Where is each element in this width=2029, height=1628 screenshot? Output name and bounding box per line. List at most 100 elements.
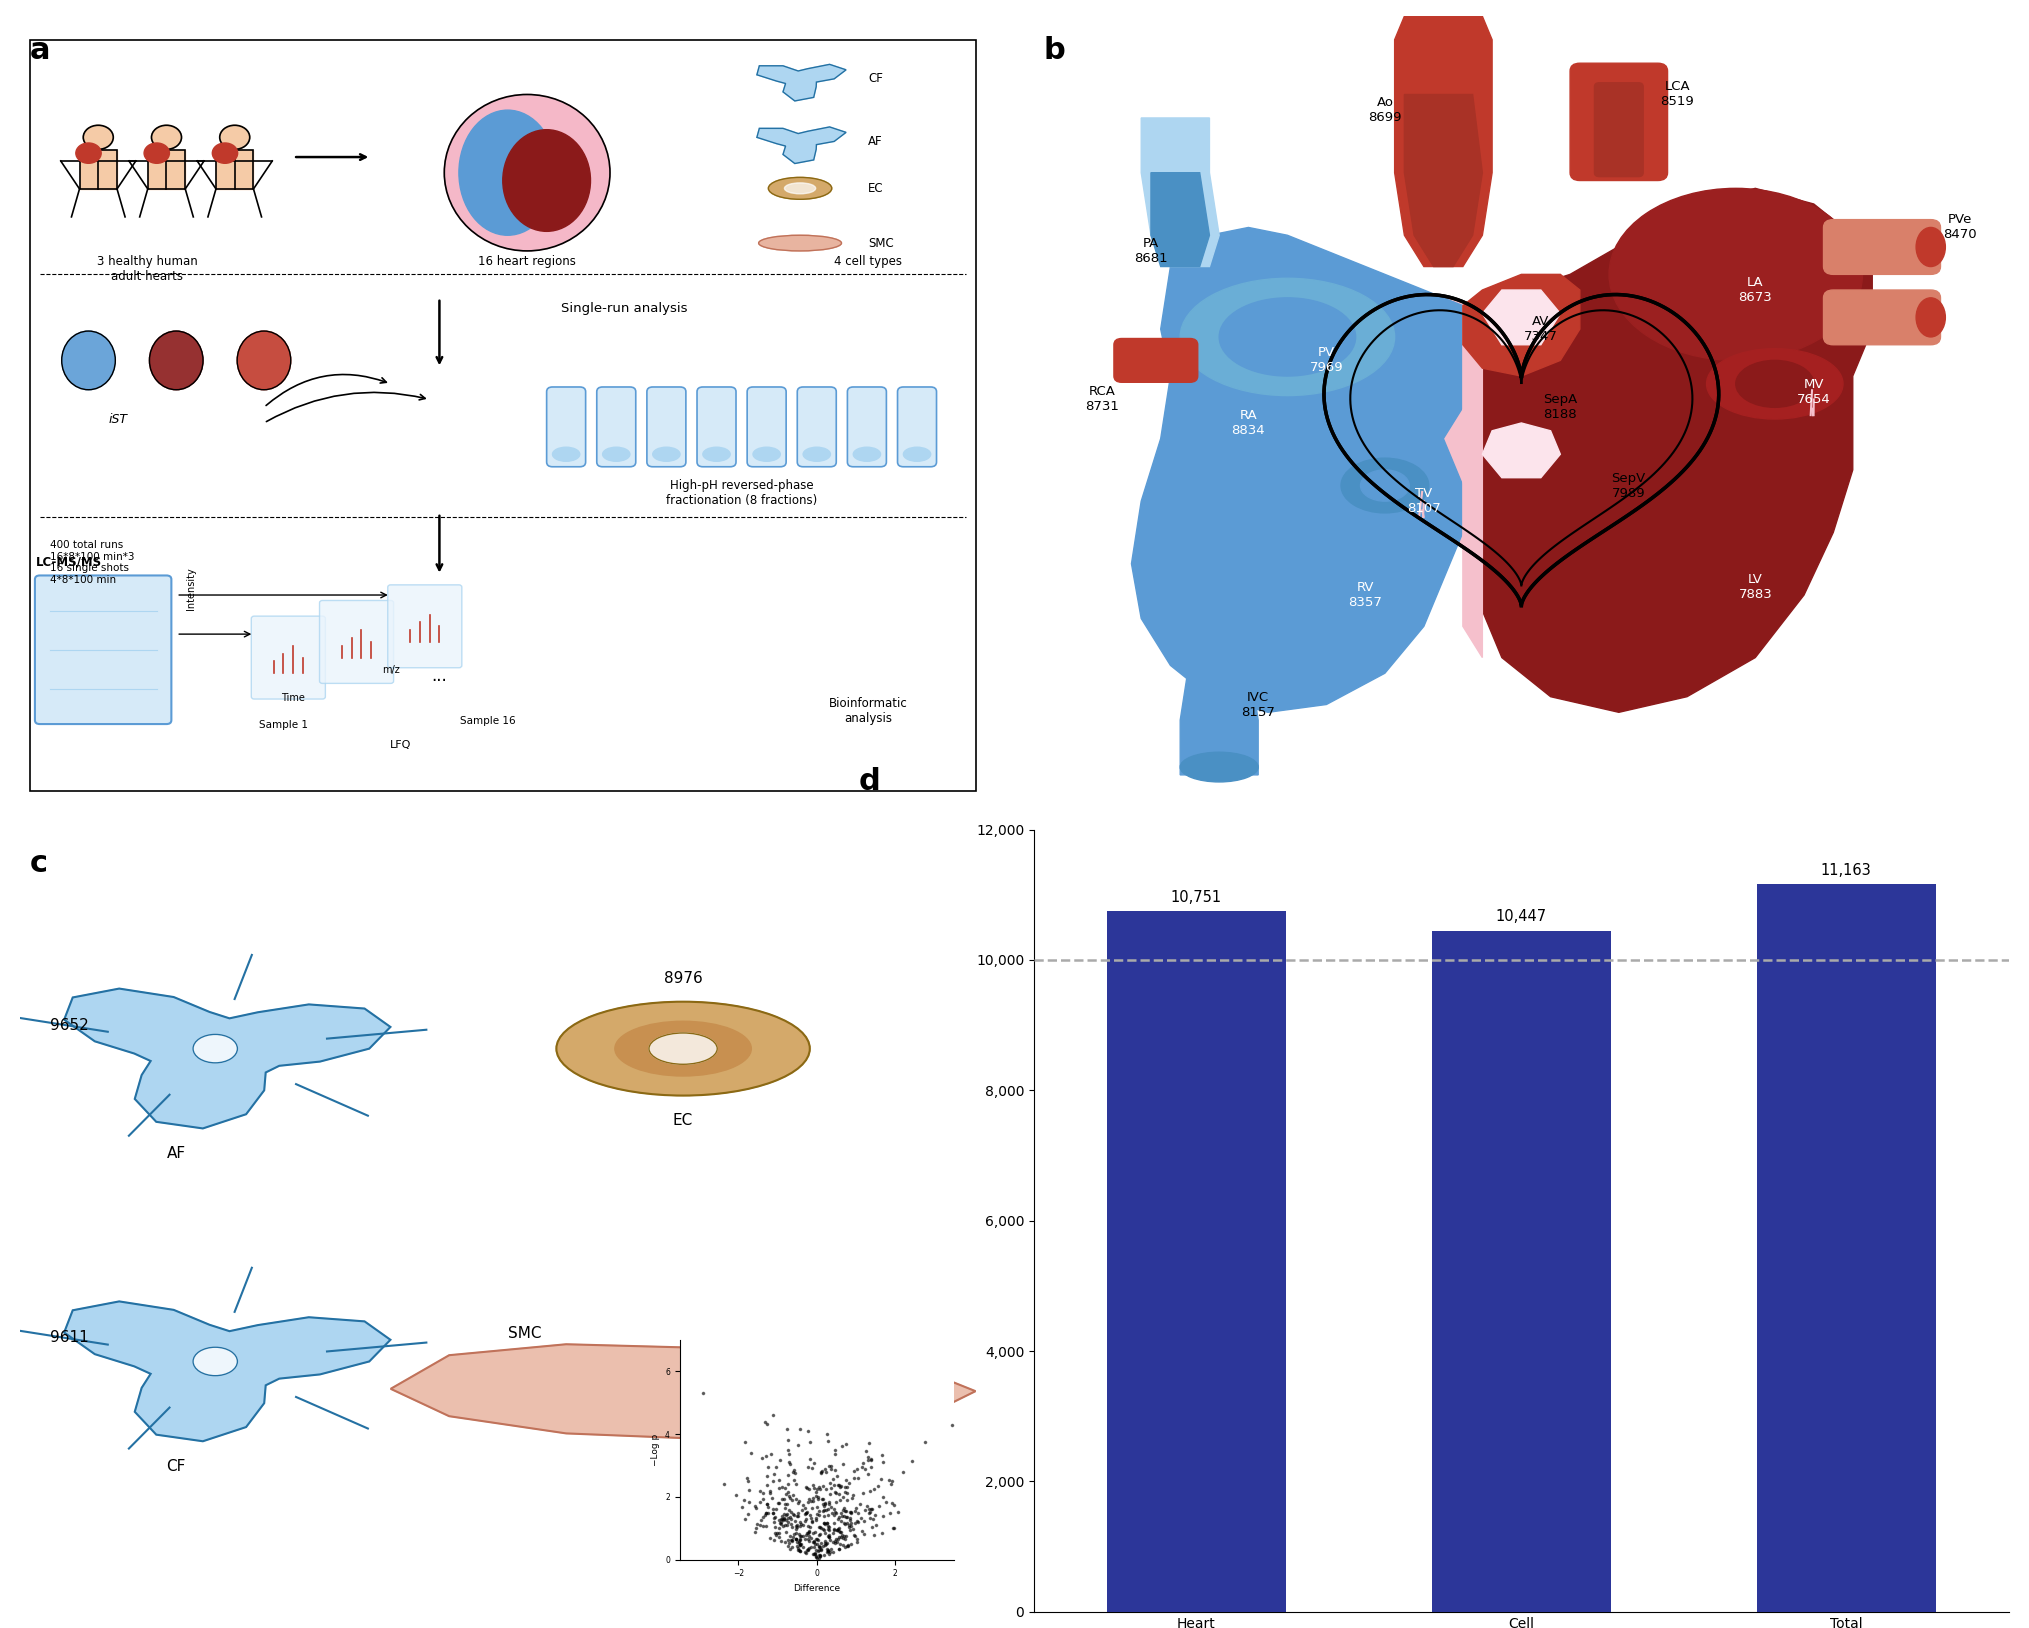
- Point: [830, 1475, 862, 1501]
- Point: [728, 1429, 761, 1455]
- Point: [797, 1485, 830, 1511]
- Text: RA
8834: RA 8834: [1232, 409, 1266, 436]
- Ellipse shape: [702, 1382, 741, 1403]
- Text: MV
7654: MV 7654: [1798, 378, 1830, 405]
- Point: [826, 1496, 858, 1522]
- Point: [771, 1527, 803, 1553]
- Polygon shape: [1483, 290, 1560, 345]
- Point: [834, 1499, 866, 1525]
- Point: [848, 1508, 881, 1534]
- Point: [751, 1472, 783, 1498]
- Point: [810, 1477, 842, 1503]
- Point: [799, 1530, 832, 1556]
- Point: [745, 1506, 777, 1532]
- Point: [808, 1503, 840, 1529]
- Point: [842, 1529, 874, 1555]
- Point: [795, 1488, 828, 1514]
- Point: [828, 1495, 860, 1521]
- Point: [765, 1509, 797, 1535]
- Text: Ao
8699: Ao 8699: [1368, 96, 1402, 124]
- Point: [751, 1499, 783, 1525]
- Text: 10,751: 10,751: [1171, 889, 1221, 905]
- Point: [779, 1486, 812, 1512]
- Point: [777, 1459, 810, 1485]
- Point: [789, 1540, 822, 1566]
- Point: [803, 1473, 836, 1499]
- Point: [836, 1516, 868, 1542]
- Point: [763, 1490, 795, 1516]
- Point: [803, 1542, 836, 1568]
- Point: [883, 1499, 915, 1525]
- Point: [824, 1475, 856, 1501]
- Point: [832, 1534, 864, 1560]
- Point: [747, 1446, 779, 1472]
- Point: [852, 1493, 885, 1519]
- Point: [830, 1504, 862, 1530]
- Point: [854, 1504, 887, 1530]
- Bar: [1108, 912, 1286, 1612]
- Ellipse shape: [150, 330, 203, 389]
- Point: [801, 1527, 834, 1553]
- Ellipse shape: [61, 330, 116, 389]
- Ellipse shape: [459, 111, 556, 236]
- Point: [879, 1491, 911, 1517]
- Point: [808, 1517, 840, 1543]
- Point: [797, 1540, 830, 1566]
- Point: [820, 1480, 852, 1506]
- Point: [877, 1490, 909, 1516]
- Point: [771, 1416, 803, 1442]
- Polygon shape: [148, 150, 185, 189]
- Point: [797, 1534, 830, 1560]
- Polygon shape: [1181, 627, 1258, 775]
- Point: [838, 1498, 870, 1524]
- FancyBboxPatch shape: [1114, 339, 1197, 383]
- Point: [860, 1512, 893, 1538]
- Point: [828, 1451, 860, 1477]
- Point: [822, 1472, 854, 1498]
- Point: [808, 1493, 840, 1519]
- Point: [824, 1501, 856, 1527]
- Point: [834, 1511, 866, 1537]
- Point: [763, 1508, 795, 1534]
- Point: [806, 1537, 838, 1563]
- Point: [812, 1524, 844, 1550]
- Point: [785, 1524, 818, 1550]
- Text: b: b: [1043, 36, 1065, 65]
- Point: [757, 1527, 789, 1553]
- Point: [771, 1509, 803, 1535]
- Point: [771, 1481, 803, 1508]
- Point: [708, 1470, 741, 1496]
- Point: [830, 1486, 862, 1512]
- Text: ...: ...: [432, 667, 446, 685]
- Point: [783, 1527, 816, 1553]
- Point: [797, 1529, 830, 1555]
- Point: [830, 1480, 862, 1506]
- Point: [765, 1473, 797, 1499]
- Text: Bioinformatic
analysis: Bioinformatic analysis: [830, 697, 907, 724]
- Polygon shape: [1140, 117, 1219, 267]
- Text: CF: CF: [868, 72, 883, 85]
- Point: [828, 1498, 860, 1524]
- Point: [866, 1503, 899, 1529]
- Point: [834, 1512, 866, 1538]
- FancyBboxPatch shape: [319, 601, 394, 684]
- Ellipse shape: [1181, 752, 1258, 781]
- Point: [874, 1499, 907, 1525]
- Circle shape: [219, 125, 250, 150]
- Point: [777, 1501, 810, 1527]
- Point: [858, 1522, 891, 1548]
- Point: [741, 1511, 773, 1537]
- Point: [795, 1508, 828, 1534]
- Point: [820, 1529, 852, 1555]
- Point: [793, 1486, 826, 1512]
- Point: [862, 1473, 895, 1499]
- Point: [808, 1527, 840, 1553]
- Point: [832, 1470, 864, 1496]
- Point: [763, 1467, 795, 1493]
- Point: [818, 1538, 850, 1565]
- Y-axis label: −Log p: −Log p: [651, 1434, 659, 1465]
- Point: [803, 1521, 836, 1547]
- Point: [822, 1535, 854, 1561]
- Ellipse shape: [1181, 278, 1394, 396]
- Point: [753, 1454, 785, 1480]
